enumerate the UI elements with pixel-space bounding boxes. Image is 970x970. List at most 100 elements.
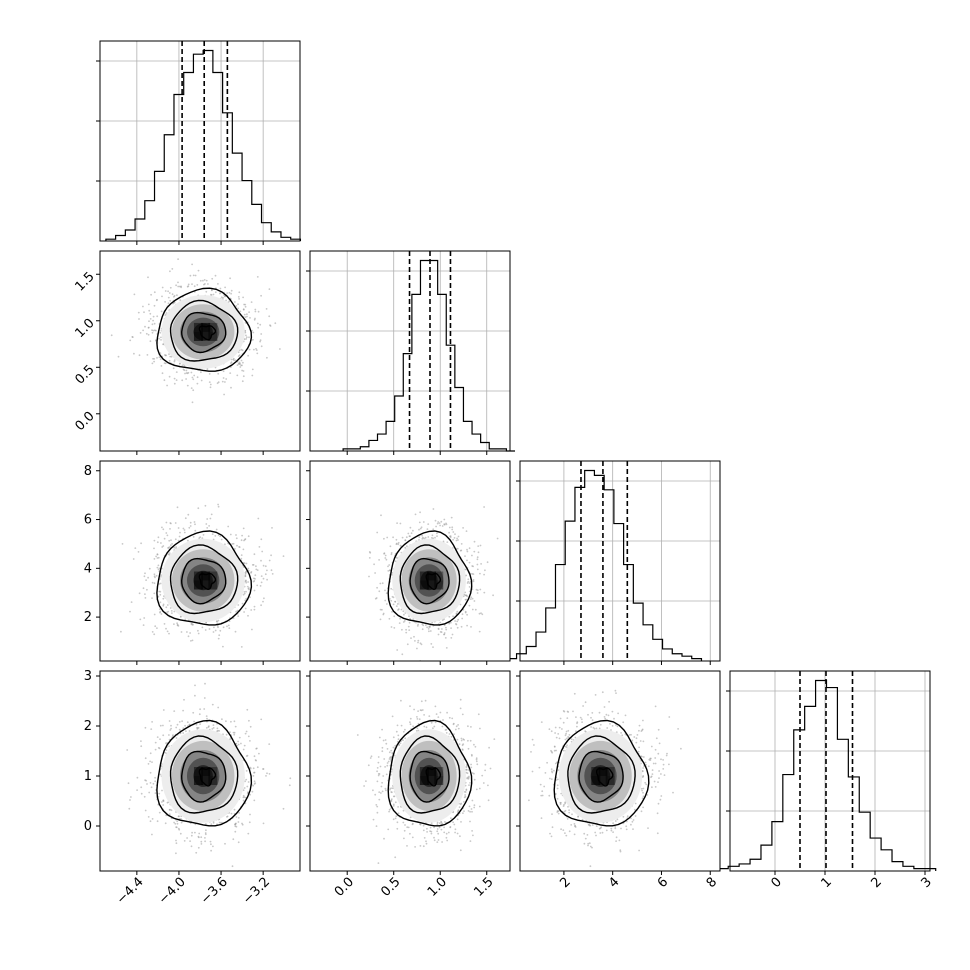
scatter-point	[169, 355, 172, 358]
scatter-point	[161, 526, 163, 529]
scatter-point	[164, 751, 167, 754]
scatter-point	[376, 586, 378, 589]
scatter-point	[406, 643, 409, 646]
scatter-point	[230, 812, 233, 815]
scatter-point	[159, 608, 161, 611]
scatter-point	[245, 579, 247, 582]
scatter-point	[443, 523, 446, 525]
scatter-point	[380, 514, 382, 517]
scatter-point	[388, 617, 391, 620]
scatter-point	[217, 283, 219, 285]
scatter-point	[162, 528, 165, 531]
scatter-point	[438, 522, 441, 524]
scatter-point	[174, 522, 177, 524]
scatter-point	[222, 370, 225, 373]
scatter-point	[150, 293, 153, 296]
scatter-point	[187, 283, 190, 286]
scatter-point	[224, 381, 226, 383]
scatter-point	[170, 539, 172, 542]
scatter-point	[471, 597, 474, 600]
scatter-point	[163, 379, 166, 382]
scatter-point	[483, 573, 485, 576]
scatter-point	[392, 536, 394, 539]
scatter-point	[384, 557, 387, 559]
density-cell	[201, 331, 211, 341]
scatter-point	[177, 827, 180, 830]
scatter-point	[251, 368, 254, 371]
scatter-point	[421, 534, 423, 537]
scatter-point	[196, 284, 199, 286]
scatter-point	[175, 726, 178, 729]
scatter-point	[239, 310, 242, 313]
contour-line	[180, 557, 227, 605]
scatter-point	[205, 279, 208, 282]
scatter-point	[456, 610, 459, 613]
scatter-point	[204, 629, 207, 631]
scatter-point	[159, 590, 162, 593]
contour-line	[169, 299, 239, 362]
density-cell	[419, 571, 429, 581]
scatter-point	[240, 646, 243, 648]
scatter-point	[257, 326, 260, 329]
scatter-point	[483, 591, 486, 594]
scatter-point	[424, 536, 427, 539]
scatter-point	[165, 312, 168, 314]
scatter-point	[200, 843, 203, 845]
scatter-point	[399, 522, 402, 525]
scatter-point	[148, 791, 151, 794]
scatter-point	[154, 625, 157, 628]
density-cell	[427, 571, 437, 581]
scatter-point	[147, 303, 150, 306]
scatter-point	[235, 825, 238, 828]
scatter-point	[255, 347, 257, 350]
scatter-point	[156, 553, 159, 556]
scatter-point	[256, 584, 259, 587]
scatter-point	[138, 354, 141, 357]
scatter-point	[455, 623, 458, 626]
scatter-point	[110, 334, 113, 337]
scatter-point	[231, 865, 234, 868]
scatter-point	[228, 291, 231, 294]
scatter-point	[471, 608, 474, 611]
scatter-point	[176, 622, 179, 625]
scatter-point	[219, 292, 222, 294]
scatter-point	[172, 367, 175, 370]
scatter-point	[401, 628, 403, 631]
scatter-point	[368, 551, 371, 553]
scatter-point	[197, 269, 200, 272]
scatter-point	[237, 363, 240, 365]
scatter-point	[200, 379, 203, 382]
scatter-point	[430, 643, 433, 645]
panel-frame	[99, 40, 301, 242]
contour-line	[399, 544, 461, 615]
scatter-point	[252, 580, 255, 583]
scatter-point	[390, 552, 393, 554]
scatter-point	[211, 533, 214, 535]
scatter-point	[217, 381, 220, 384]
histogram-panel-0	[96, 40, 302, 245]
scatter-point	[492, 594, 494, 597]
scatter-point	[483, 506, 485, 508]
scatter-point	[266, 578, 268, 581]
scatter-point	[250, 301, 253, 303]
scatter-point	[155, 329, 157, 332]
scatter-point	[397, 541, 400, 544]
scatter-point	[132, 558, 135, 560]
scatter-point	[165, 521, 168, 524]
scatter-point	[160, 365, 163, 367]
scatter-point	[440, 520, 443, 523]
scatter-point	[254, 574, 257, 577]
scatter-point	[193, 285, 196, 288]
scatter-point	[145, 579, 148, 581]
scatter-point	[237, 355, 240, 358]
scatter-point	[205, 523, 208, 525]
scatter-point	[152, 315, 155, 318]
panel-frame	[309, 460, 511, 662]
scatter-point	[268, 315, 271, 318]
scatter-point	[226, 625, 228, 628]
scatter-point	[166, 384, 169, 387]
scatter-point	[249, 317, 251, 319]
scatter-point	[244, 305, 247, 308]
scatter-point	[407, 625, 410, 628]
scatter-point	[468, 547, 471, 550]
